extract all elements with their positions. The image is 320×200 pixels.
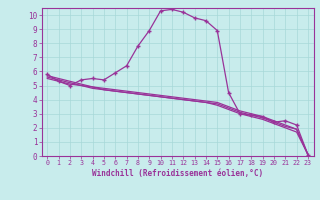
X-axis label: Windchill (Refroidissement éolien,°C): Windchill (Refroidissement éolien,°C) xyxy=(92,169,263,178)
